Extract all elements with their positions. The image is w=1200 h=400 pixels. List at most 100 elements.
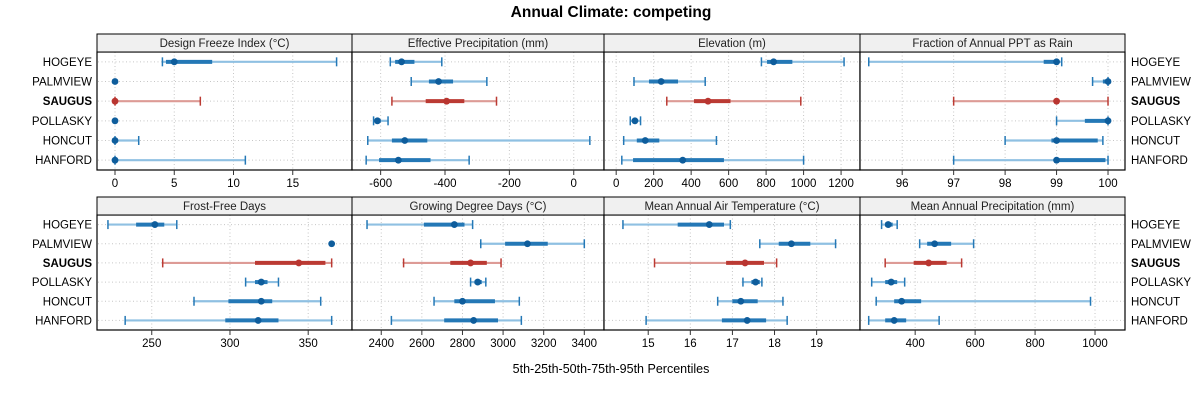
- series-saugus: [111, 96, 202, 106]
- median-dot: [705, 221, 713, 228]
- site-label-right: PALMVIEW: [1131, 77, 1191, 89]
- median-dot: [741, 259, 749, 267]
- median-dot: [1104, 78, 1112, 85]
- panel-effective-precipitation-mm: Effective Precipitation (mm) -600 -400 -200…: [351, 33, 605, 190]
- series-palmview: [410, 77, 488, 86]
- median-dot: [787, 240, 795, 248]
- panel-title: Elevation (m): [698, 38, 766, 50]
- site-label-right: HOGEYE: [1131, 220, 1181, 232]
- site-label-left: HOGEYE: [43, 57, 93, 69]
- tick-label: 600: [966, 338, 985, 350]
- panel-strip: [859, 33, 1126, 53]
- median-dot: [770, 58, 778, 66]
- median-dot: [254, 317, 262, 324]
- site-label-right: HONCUT: [1131, 136, 1180, 148]
- series-honcut: [716, 296, 784, 306]
- median-dot: [257, 297, 265, 305]
- panel-background: [352, 52, 604, 170]
- site-label-right: SAUGUS: [1131, 96, 1181, 108]
- series-hanford: [952, 155, 1109, 165]
- site-label-left: HONCUT: [43, 136, 92, 148]
- panel-background: [604, 52, 860, 170]
- series-honcut: [875, 296, 1092, 306]
- series-honcut: [193, 296, 322, 306]
- series-pollasky: [111, 117, 119, 125]
- median-dot: [743, 317, 751, 324]
- median-dot: [474, 278, 482, 286]
- tick-label: 400: [682, 178, 701, 190]
- series-hanford: [621, 155, 805, 165]
- site-label-left: PALMVIEW: [32, 239, 92, 251]
- site-label-right: PALMVIEW: [1131, 239, 1191, 251]
- tick-label: -600: [369, 178, 392, 190]
- series-palmview: [918, 239, 975, 249]
- series-pollasky: [1055, 116, 1112, 126]
- tick-label: 1000: [791, 178, 817, 190]
- median-dot: [111, 97, 119, 105]
- tick-label: 2400: [368, 338, 394, 350]
- median-dot: [257, 278, 265, 286]
- series-saugus: [666, 96, 802, 106]
- panel-title: Frost-Free Days: [183, 201, 266, 213]
- tick-label: -400: [433, 178, 456, 190]
- median-dot: [295, 259, 303, 267]
- tick-label: 0: [112, 178, 118, 190]
- median-dot: [931, 240, 939, 248]
- tick-label: 10: [227, 178, 240, 190]
- series-pollasky: [870, 277, 906, 287]
- median-dot: [704, 97, 712, 105]
- percentile-caption: 5th-25th-50th-75th-95th Percentiles: [512, 362, 710, 376]
- median-dot: [884, 221, 892, 228]
- site-label-left: HANFORD: [35, 155, 92, 167]
- series-pollasky: [244, 277, 280, 287]
- median-dot: [111, 156, 119, 164]
- panel-growing-degree-days-c: Growing Degree Days (°C) 2400 2600 2800 3000…: [351, 196, 605, 350]
- tick-label: 250: [142, 338, 161, 350]
- median-dot: [641, 137, 649, 144]
- tick-label: 300: [220, 338, 239, 350]
- median-dot: [898, 297, 906, 305]
- tick-label: 0: [613, 178, 619, 190]
- median-dot: [679, 156, 687, 164]
- panel-strip: [859, 196, 1126, 216]
- site-label-right: HANFORD: [1131, 155, 1188, 167]
- series-hogeye: [867, 57, 1063, 67]
- tick-label: 19: [810, 338, 823, 350]
- median-dot: [111, 78, 119, 85]
- series-palmview: [111, 78, 119, 85]
- panel-background: [97, 215, 352, 330]
- median-dot: [1104, 117, 1112, 125]
- panel-mean-annual-precipitation-mm: Mean Annual Precipitation (mm) 400 600 800 1…: [859, 196, 1126, 350]
- series-saugus: [884, 258, 963, 268]
- median-dot: [467, 259, 474, 267]
- series-saugus: [402, 258, 502, 268]
- median-dot: [657, 78, 665, 85]
- panel-background: [352, 215, 604, 330]
- series-hanford: [390, 315, 523, 325]
- tick-label: 600: [719, 178, 738, 190]
- median-dot: [890, 317, 898, 324]
- series-hanford: [645, 315, 788, 325]
- panel-background: [604, 215, 860, 330]
- tick-label: 99: [1050, 178, 1063, 190]
- tick-label: -200: [498, 178, 521, 190]
- panel-title: Effective Precipitation (mm): [408, 38, 549, 50]
- tick-label: 98: [999, 178, 1012, 190]
- site-label-left: SAUGUS: [43, 96, 93, 108]
- median-dot: [925, 259, 933, 267]
- series-pollasky: [469, 277, 487, 287]
- series-hogeye: [880, 220, 898, 230]
- tick-label: 100: [1098, 178, 1117, 190]
- series-hanford: [867, 315, 940, 325]
- panel-background: [97, 52, 352, 170]
- tick-label: 3400: [572, 338, 598, 350]
- series-hogeye: [107, 220, 178, 230]
- site-label-left: HONCUT: [43, 296, 92, 308]
- median-dot: [1053, 58, 1060, 66]
- series-palmview: [633, 77, 706, 86]
- median-dot: [394, 156, 402, 164]
- median-dot: [887, 278, 895, 286]
- tick-label: 15: [642, 338, 655, 350]
